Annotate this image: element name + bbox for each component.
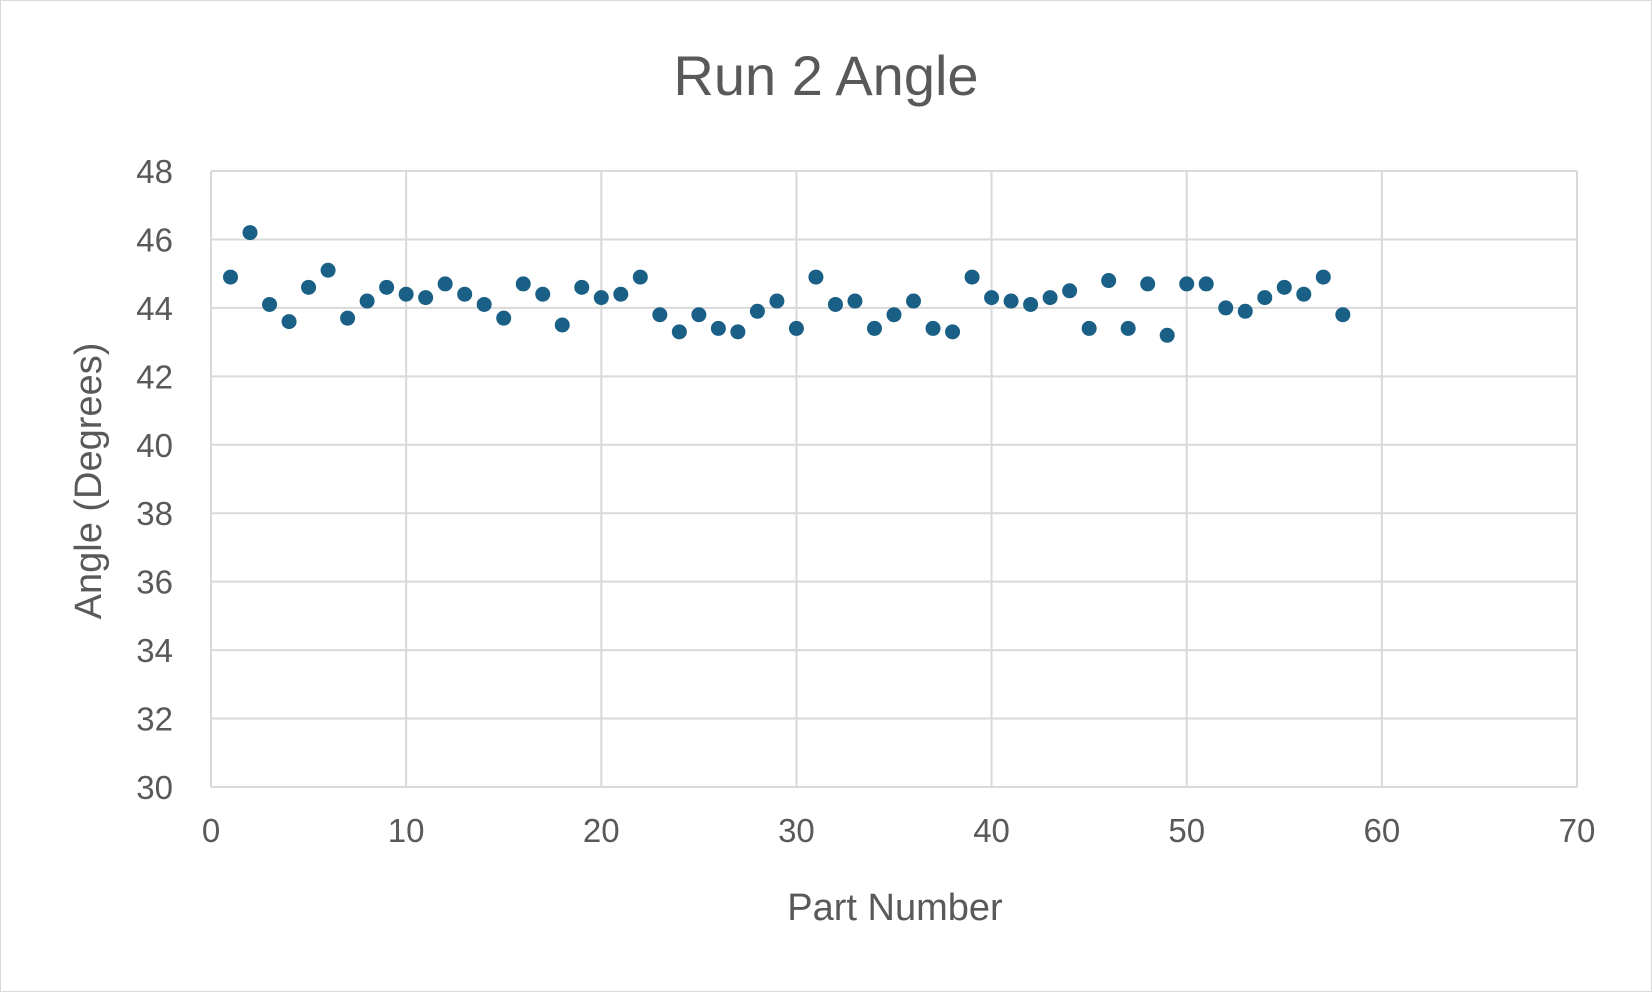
data-point	[691, 307, 707, 323]
data-point	[1315, 269, 1331, 285]
y-axis-title: Angle (Degrees)	[68, 343, 110, 620]
x-tick-label: 20	[583, 812, 620, 849]
x-tick-label: 50	[1168, 812, 1205, 849]
data-point	[242, 225, 258, 241]
data-points	[223, 225, 1351, 343]
y-axis-ticks: 30 32 34 36 38 40 42 44 46 48	[136, 153, 173, 806]
data-point	[769, 293, 785, 309]
data-point	[340, 310, 356, 326]
data-point	[1198, 276, 1214, 292]
x-tick-label: 10	[388, 812, 425, 849]
data-point	[1276, 279, 1292, 295]
data-point	[808, 269, 824, 285]
data-point	[301, 279, 317, 295]
data-point	[1218, 300, 1234, 316]
x-tick-label: 0	[202, 812, 220, 849]
data-point	[1296, 286, 1312, 302]
data-point	[1062, 283, 1078, 299]
data-point	[652, 307, 668, 323]
data-point	[418, 290, 434, 306]
x-axis-title: Part Number	[787, 887, 1003, 929]
data-point	[1159, 327, 1175, 343]
gridlines	[210, 170, 1578, 788]
y-tick-label: 30	[136, 769, 173, 806]
data-point	[847, 293, 863, 309]
data-point	[574, 279, 590, 295]
data-point	[1120, 320, 1136, 336]
data-point	[671, 324, 687, 340]
y-tick-label: 44	[136, 290, 173, 327]
data-point	[1237, 303, 1253, 319]
data-point	[554, 317, 570, 333]
x-tick-label: 40	[973, 812, 1010, 849]
data-point	[906, 293, 922, 309]
data-point	[788, 320, 804, 336]
data-point	[710, 320, 726, 336]
data-point	[984, 290, 1000, 306]
data-point	[223, 269, 239, 285]
chart-title: Run 2 Angle	[673, 44, 978, 107]
x-tick-label: 70	[1559, 812, 1596, 849]
y-tick-label: 38	[136, 495, 173, 532]
y-tick-label: 48	[136, 153, 173, 190]
y-tick-label: 46	[136, 221, 173, 258]
data-point	[320, 262, 336, 278]
y-tick-label: 42	[136, 358, 173, 395]
data-point	[515, 276, 531, 292]
data-point	[1081, 320, 1097, 336]
data-point	[281, 314, 297, 330]
y-tick-label: 32	[136, 701, 173, 738]
data-point	[379, 279, 395, 295]
x-axis-ticks: 0 10 20 30 40 50 60 70	[202, 812, 1596, 849]
data-point	[535, 286, 551, 302]
data-point	[1023, 296, 1039, 312]
data-point	[1140, 276, 1156, 292]
data-point	[827, 296, 843, 312]
data-point	[613, 286, 629, 302]
data-point	[457, 286, 473, 302]
data-point	[730, 324, 746, 340]
data-point	[476, 296, 492, 312]
data-point	[437, 276, 453, 292]
data-point	[262, 296, 278, 312]
data-point	[749, 303, 765, 319]
data-point	[925, 320, 941, 336]
x-tick-label: 30	[778, 812, 815, 849]
data-point	[632, 269, 648, 285]
data-point	[1335, 307, 1351, 323]
data-point	[945, 324, 961, 340]
data-point	[593, 290, 609, 306]
data-point	[1003, 293, 1019, 309]
data-point	[1257, 290, 1273, 306]
data-point	[398, 286, 414, 302]
data-point	[866, 320, 882, 336]
data-point	[1042, 290, 1058, 306]
y-tick-label: 36	[136, 564, 173, 601]
y-tick-label: 34	[136, 632, 173, 669]
data-point	[359, 293, 375, 309]
data-point	[964, 269, 980, 285]
x-tick-label: 60	[1363, 812, 1400, 849]
data-point	[1179, 276, 1195, 292]
y-tick-label: 40	[136, 427, 173, 464]
data-point	[496, 310, 512, 326]
data-point	[886, 307, 902, 323]
data-point	[1101, 273, 1117, 289]
